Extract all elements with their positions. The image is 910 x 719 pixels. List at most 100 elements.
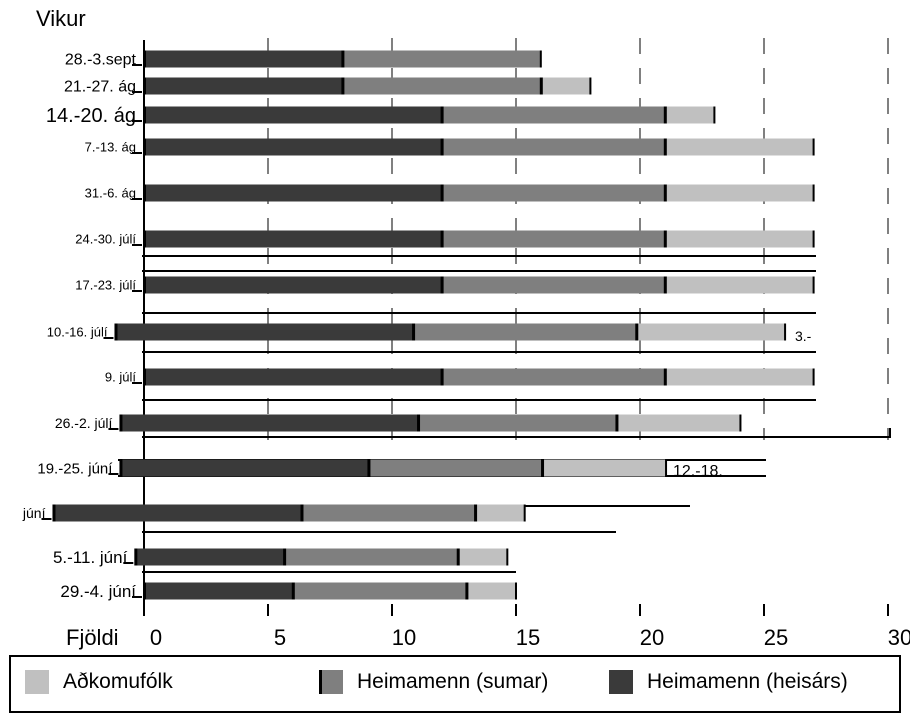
annotation-label: 12.-18. [673, 463, 723, 480]
legend-label: Heimamenn (heisárs) [647, 670, 848, 693]
segment-divider [539, 77, 543, 95]
legend-label: Aðkomufólk [63, 670, 173, 693]
bar-segment [301, 504, 476, 522]
segment-divider [663, 184, 667, 202]
legend-label: Heimamenn (sumar) [357, 670, 549, 693]
bar-end-cap [665, 459, 668, 477]
bar-end-cap [812, 184, 815, 202]
legend-item: Heimamenn (heisárs) [609, 669, 848, 695]
segment-divider [291, 582, 295, 600]
legend: Aðkomufólk Heimamenn (sumar) Heimamenn (… [9, 655, 901, 713]
bar-segment [144, 368, 442, 386]
segment-divider [300, 504, 304, 522]
y-tick-label: 19.-25. júní [37, 460, 113, 477]
segment-divider [143, 77, 146, 95]
segment-divider [440, 184, 444, 202]
bar-segment [441, 276, 665, 294]
segment-divider [143, 368, 146, 386]
bar-segment [135, 548, 285, 566]
bar-end-cap [515, 582, 517, 600]
segment-divider [134, 548, 138, 566]
bar-end-cap [506, 548, 509, 566]
y-tick-label: 14.-20. ág [46, 105, 136, 127]
bar-end-cap [539, 50, 542, 68]
bar-segment [144, 230, 442, 248]
segment-divider [143, 582, 146, 600]
segment-divider [283, 548, 287, 566]
segment-divider [635, 323, 639, 341]
segment-divider [440, 276, 444, 294]
bar-end-cap [812, 138, 815, 156]
bar-segment [413, 323, 637, 341]
annotation-label: 3.- [795, 328, 812, 344]
bar-segment [120, 459, 369, 477]
y-tick-label: 26.-2. júlí [55, 415, 113, 431]
segment-divider [143, 138, 146, 156]
legend-swatch [319, 670, 343, 694]
bar-segment [441, 106, 665, 124]
segment-divider [663, 138, 667, 156]
bar-segment [144, 106, 442, 124]
segment-divider [474, 504, 478, 522]
bar-segment [664, 138, 814, 156]
bar-segment [144, 276, 442, 294]
bar-segment [342, 77, 541, 95]
bar-segment [457, 548, 508, 566]
bar-segment [292, 582, 467, 600]
bar-segment [466, 582, 516, 600]
bar-end-cap [523, 504, 526, 522]
legend-item: Aðkomufólk [25, 669, 173, 695]
y-tick-label: 29.-4. júní [60, 582, 136, 601]
chart-bars [52, 50, 815, 600]
bar-segment [418, 414, 617, 432]
legend-swatch [25, 670, 49, 694]
bar-segment [120, 414, 419, 432]
segment-divider [417, 414, 421, 432]
bar-segment [144, 582, 293, 600]
bar-end-cap [812, 368, 815, 386]
x-tick-label: 10 [392, 625, 416, 650]
bar-segment [664, 230, 814, 248]
segment-divider [119, 459, 123, 477]
y-tick-label: 31.-6. ág [85, 186, 136, 201]
bar-segment [115, 323, 414, 341]
bar-segment [53, 504, 302, 522]
segment-divider [541, 459, 545, 477]
bar-segment [441, 184, 665, 202]
y-tick-label: 28.-3.sept [65, 52, 137, 69]
y-axis-title: Vikur [36, 6, 86, 31]
segment-divider [143, 106, 146, 124]
y-tick-label: júní [22, 505, 46, 521]
segment-divider [143, 184, 146, 202]
segment-divider [440, 230, 444, 248]
bar-end-cap [713, 106, 716, 124]
segment-divider [143, 50, 146, 68]
segment-divider [341, 50, 345, 68]
bar-segment [542, 459, 667, 477]
x-tick-label: 15 [516, 625, 540, 650]
bar-segment [144, 77, 343, 95]
bar-end-cap [784, 323, 787, 341]
segment-divider [440, 138, 444, 156]
legend-swatch [609, 670, 633, 694]
segment-divider [119, 414, 123, 432]
bar-segment [441, 230, 665, 248]
segment-divider [440, 368, 444, 386]
bar-segment [664, 184, 814, 202]
segment-divider [456, 548, 460, 566]
bar-segment [144, 50, 343, 68]
bar-segment [616, 414, 741, 432]
legend-item: Heimamenn (sumar) [319, 669, 548, 695]
x-tick-label: 25 [764, 625, 788, 650]
bar-segment [441, 368, 665, 386]
bar-segment [475, 504, 525, 522]
segment-divider [663, 106, 667, 124]
bar-end-cap [739, 414, 742, 432]
y-tick-label: 9. júlí [105, 370, 136, 385]
bar-end-cap [589, 77, 592, 95]
segment-divider [465, 582, 469, 600]
segment-divider [615, 414, 619, 432]
segment-divider [440, 106, 444, 124]
segment-divider [663, 230, 667, 248]
x-tick-label: 20 [640, 625, 664, 650]
